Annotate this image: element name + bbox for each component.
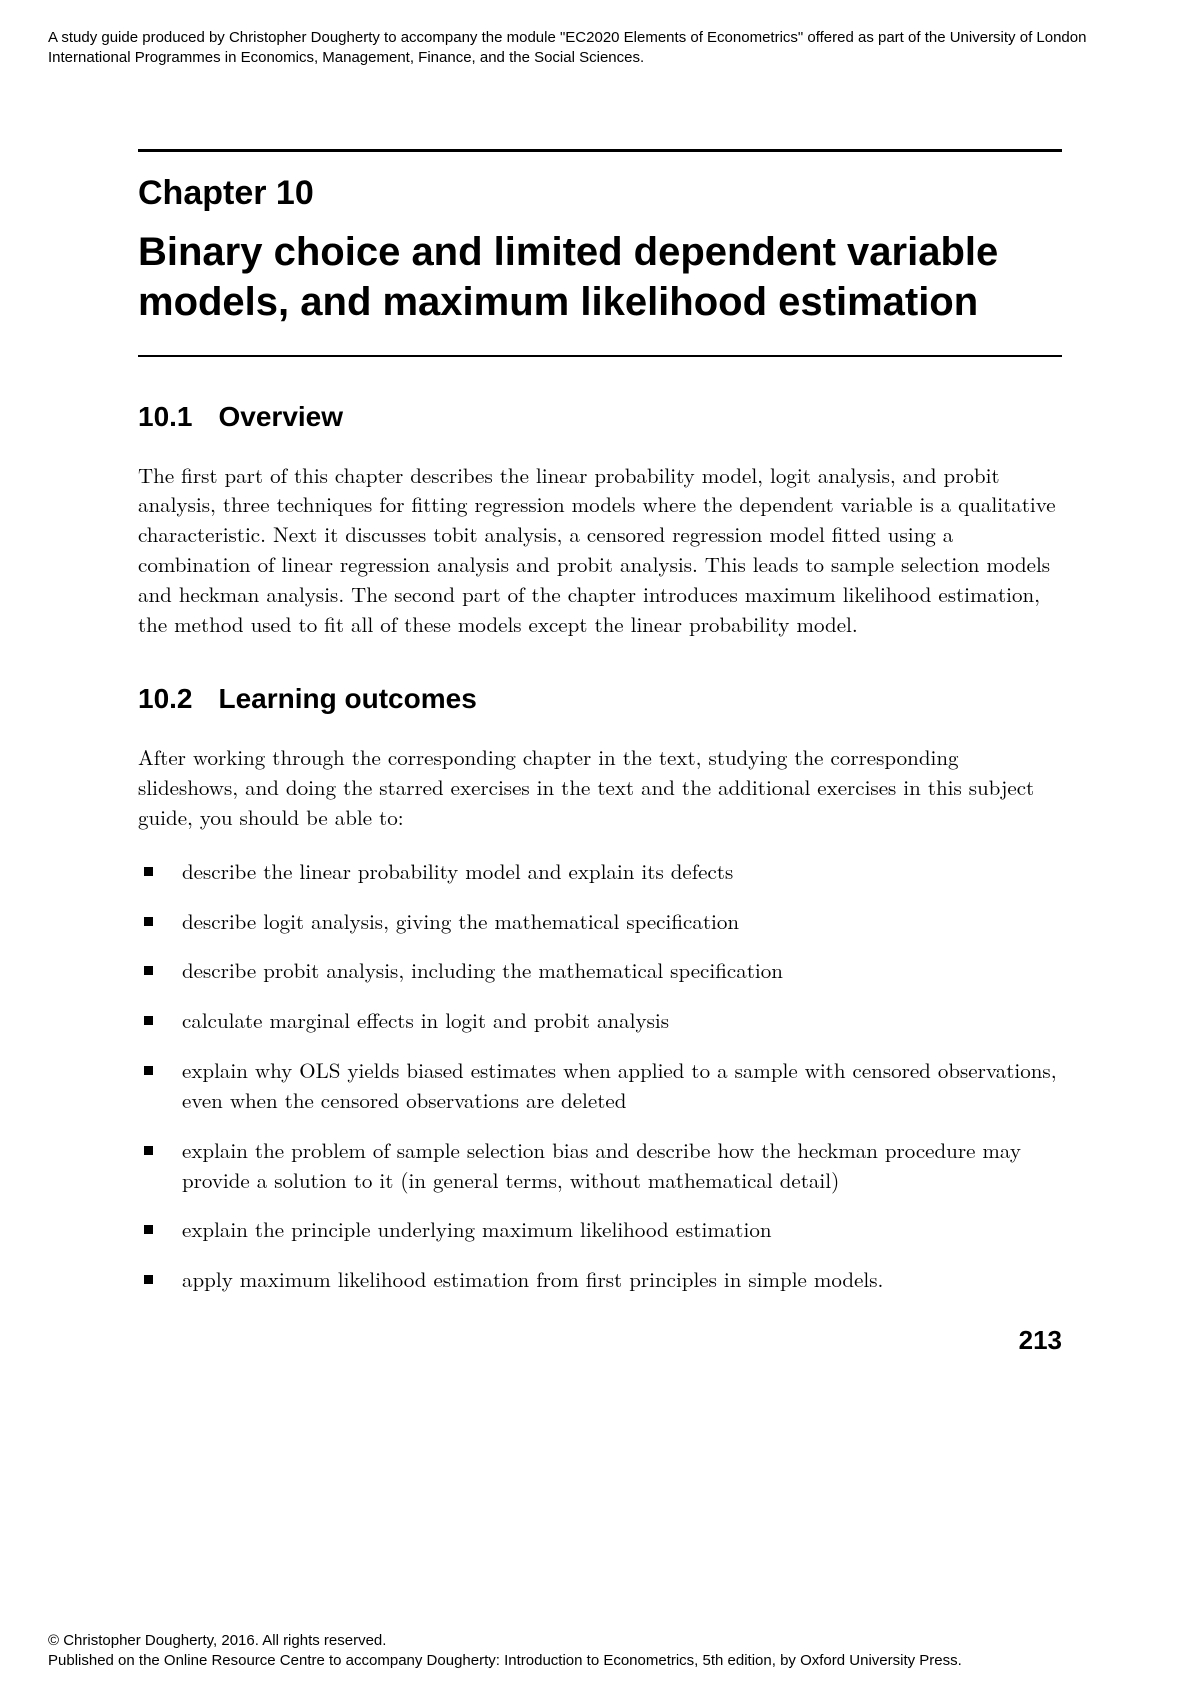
list-item: explain why OLS yields biased estimates … — [138, 1056, 1062, 1116]
footer-line-2: Published on the Online Resource Centre … — [48, 1651, 1152, 1671]
page-number: 213 — [138, 1325, 1062, 1356]
chapter-title: Binary choice and limited dependent vari… — [138, 227, 1062, 327]
learning-outcomes-list: describe the linear probability model an… — [138, 857, 1062, 1295]
list-item: calculate marginal effects in logit and … — [138, 1006, 1062, 1036]
section-number: 10.1 — [138, 401, 193, 433]
top-rule — [138, 149, 1062, 152]
list-item: describe the linear probability model an… — [138, 857, 1062, 887]
list-item: explain the problem of sample selection … — [138, 1136, 1062, 1196]
page-container: A study guide produced by Christopher Do… — [0, 0, 1200, 1396]
learning-outcomes-intro: After working through the corresponding … — [138, 743, 1062, 832]
section-number: 10.2 — [138, 683, 193, 715]
list-item: apply maximum likelihood estimation from… — [138, 1265, 1062, 1295]
header-note: A study guide produced by Christopher Do… — [48, 28, 1152, 69]
mid-rule — [138, 355, 1062, 357]
content-block: Chapter 10 Binary choice and limited dep… — [138, 149, 1062, 1295]
section-heading-overview: 10.1 Overview — [138, 401, 1062, 433]
list-item: explain the principle underlying maximum… — [138, 1215, 1062, 1245]
section-heading-learning-outcomes: 10.2 Learning outcomes — [138, 683, 1062, 715]
footer: © Christopher Dougherty, 2016. All right… — [48, 1631, 1152, 1672]
section-title: Learning outcomes — [219, 683, 477, 714]
overview-body: The first part of this chapter describes… — [138, 461, 1062, 640]
list-item: describe logit analysis, giving the math… — [138, 907, 1062, 937]
list-item: describe probit analysis, including the … — [138, 956, 1062, 986]
footer-line-1: © Christopher Dougherty, 2016. All right… — [48, 1631, 1152, 1651]
chapter-number: Chapter 10 — [138, 174, 1062, 213]
section-title: Overview — [219, 401, 344, 432]
